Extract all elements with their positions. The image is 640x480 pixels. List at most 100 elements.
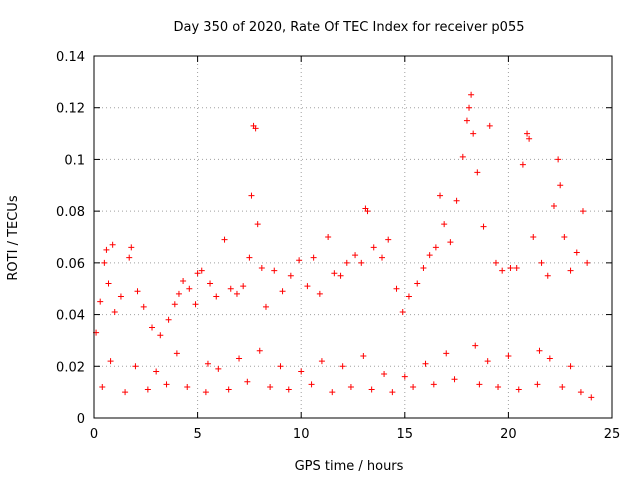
data-point	[173, 350, 180, 357]
data-point	[410, 383, 417, 390]
data-point	[310, 254, 317, 261]
data-point	[505, 352, 512, 359]
data-point	[186, 285, 193, 292]
data-point	[329, 389, 336, 396]
y-axis-label: ROTI / TECUs	[6, 195, 21, 280]
data-point	[202, 389, 209, 396]
data-point	[561, 234, 568, 240]
chart-title: Day 350 of 2020, Rate Of TEC Index for r…	[174, 20, 525, 35]
data-point	[153, 368, 160, 375]
data-point	[126, 254, 133, 261]
data-point	[128, 244, 135, 251]
axis-ticks	[93, 55, 613, 419]
data-point	[515, 386, 522, 393]
data-point	[393, 285, 400, 292]
data-point	[144, 386, 151, 393]
data-point	[453, 197, 460, 204]
data-point	[364, 208, 371, 215]
x-tick-label: 15	[397, 427, 414, 442]
data-point	[544, 272, 551, 279]
data-point	[254, 221, 261, 228]
data-point	[555, 156, 562, 163]
data-point	[107, 358, 114, 365]
data-point	[318, 358, 325, 365]
data-point	[524, 130, 531, 137]
data-point	[316, 290, 323, 297]
data-point	[256, 347, 263, 354]
data-point	[117, 293, 124, 300]
data-point	[530, 234, 537, 240]
data-point	[343, 259, 350, 266]
data-point	[420, 265, 427, 272]
data-point	[337, 272, 344, 279]
data-point	[379, 254, 386, 261]
data-point	[480, 223, 487, 230]
data-point	[252, 125, 259, 132]
data-point	[432, 244, 439, 251]
data-point	[405, 293, 412, 300]
y-tick-labels: 0 0.02 0.04 0.06 0.08 0.1 0.12 0.14	[56, 50, 85, 427]
y-tick-label: 0.1	[64, 153, 85, 168]
data-point	[567, 363, 574, 370]
data-point	[463, 117, 470, 124]
data-point	[298, 368, 305, 375]
data-point	[271, 267, 278, 274]
data-point	[109, 241, 116, 248]
data-point	[468, 91, 475, 98]
data-point	[180, 277, 187, 284]
data-point	[163, 381, 170, 388]
data-point	[385, 236, 392, 243]
data-point	[134, 288, 141, 295]
data-point	[122, 389, 129, 396]
data-point	[225, 386, 232, 393]
data-point	[171, 301, 178, 308]
data-point	[507, 265, 514, 272]
data-point	[476, 381, 483, 388]
data-point	[352, 252, 359, 259]
y-tick-label: 0.12	[56, 102, 85, 117]
data-point	[157, 332, 164, 339]
data-point	[101, 259, 108, 266]
data-point	[207, 280, 214, 287]
data-point	[389, 389, 396, 396]
data-point	[579, 208, 586, 215]
data-point	[105, 280, 112, 287]
data-point	[526, 135, 533, 142]
data-point	[399, 308, 406, 315]
data-point	[285, 386, 292, 393]
data-point	[248, 192, 255, 199]
data-point	[451, 376, 458, 383]
data-point	[534, 381, 541, 388]
y-tick-label: 0	[77, 412, 85, 427]
x-tick-labels: 0 5 10 15 20 25	[90, 427, 620, 442]
data-point	[370, 244, 377, 251]
y-tick-label: 0.08	[56, 205, 85, 220]
data-point	[437, 192, 444, 199]
data-point	[443, 350, 450, 357]
x-tick-label: 5	[193, 427, 201, 442]
data-point	[111, 308, 118, 315]
data-point	[262, 303, 269, 310]
data-point	[486, 122, 493, 129]
data-point	[233, 290, 240, 297]
y-tick-label: 0.14	[56, 50, 85, 65]
data-point	[358, 259, 365, 266]
data-point	[184, 383, 191, 390]
data-point	[99, 383, 106, 390]
data-point	[175, 290, 182, 297]
data-point	[277, 363, 284, 370]
data-point	[368, 386, 375, 393]
data-point	[325, 234, 332, 240]
data-point	[140, 303, 147, 310]
data-point	[236, 355, 243, 362]
data-point	[577, 389, 584, 396]
data-point	[557, 182, 564, 189]
data-point	[227, 285, 234, 292]
data-point	[495, 383, 502, 390]
x-tick-label: 10	[293, 427, 310, 442]
data-point	[194, 270, 201, 277]
data-point	[267, 383, 274, 390]
data-point	[422, 360, 429, 367]
data-point	[215, 365, 222, 372]
data-point	[331, 270, 338, 277]
